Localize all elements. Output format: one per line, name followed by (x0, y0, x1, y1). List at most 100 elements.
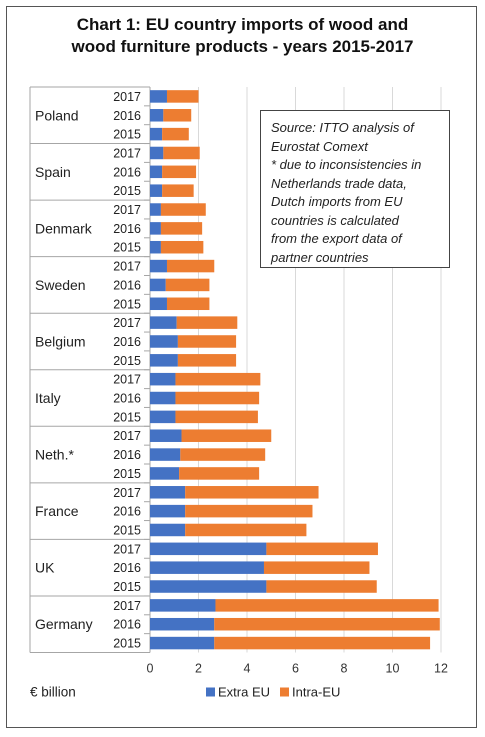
year-label: 2017 (113, 542, 141, 556)
country-label: Belgium (35, 333, 86, 349)
bar-extra-eu (150, 165, 163, 179)
bar-intra-eu (185, 504, 313, 518)
bar-extra-eu (150, 504, 186, 518)
bar-intra-eu (175, 410, 258, 424)
bar-extra-eu (150, 448, 181, 461)
year-label: 2016 (113, 278, 141, 292)
year-label: 2017 (113, 260, 141, 274)
year-label: 2017 (113, 373, 141, 387)
bar-extra-eu (150, 617, 215, 631)
chart-title-line-1: Chart 1: EU country imports of wood and (76, 15, 409, 34)
bar-intra-eu (215, 599, 439, 612)
bar-intra-eu (165, 278, 210, 292)
bar-extra-eu (150, 146, 164, 160)
bar-intra-eu (175, 391, 260, 405)
bar-intra-eu (179, 467, 260, 480)
x-tick-label: 8 (341, 662, 348, 676)
year-label: 2017 (113, 90, 141, 104)
year-label: 2016 (113, 561, 141, 575)
year-label: 2017 (113, 146, 141, 160)
year-label: 2017 (113, 203, 141, 217)
x-tick-label: 12 (434, 662, 448, 676)
bar-intra-eu (163, 146, 200, 160)
legend-label: Intra-EU (292, 685, 340, 700)
x-tick-label: 10 (386, 662, 400, 676)
x-tick-label: 6 (292, 662, 299, 676)
bar-extra-eu (150, 467, 180, 480)
source-note: Source: ITTO analysis of Eurostat Comext… (260, 110, 450, 268)
bar-extra-eu (150, 580, 267, 593)
x-tick-label: 4 (244, 662, 251, 676)
year-label: 2015 (113, 637, 141, 651)
country-label: UK (35, 560, 55, 576)
x-axis-label: € billion (30, 685, 76, 700)
bar-intra-eu (185, 523, 307, 537)
year-label: 2017 (113, 599, 141, 613)
bar-extra-eu (150, 184, 163, 197)
bar-extra-eu (150, 240, 161, 254)
bar-intra-eu (177, 335, 237, 348)
year-label: 2015 (113, 184, 141, 198)
year-label: 2016 (113, 505, 141, 519)
bar-intra-eu (177, 354, 237, 367)
bar-extra-eu (150, 278, 166, 292)
bar-intra-eu (180, 448, 266, 461)
bar-intra-eu (166, 297, 210, 311)
bar-intra-eu (162, 184, 194, 197)
year-label: 2016 (113, 165, 141, 179)
bar-extra-eu (150, 354, 178, 367)
year-label: 2015 (113, 297, 141, 311)
bar-intra-eu (266, 542, 378, 556)
bar-intra-eu (160, 203, 206, 216)
bar-extra-eu (150, 316, 177, 329)
year-label: 2016 (113, 448, 141, 462)
year-label: 2016 (113, 335, 141, 349)
note-line: Dutch imports from EU (271, 194, 403, 209)
year-label: 2017 (113, 316, 141, 330)
chart-title: Chart 1: EU country imports of wood and … (0, 14, 485, 58)
chart-title-line-2: wood furniture products - years 2015-201… (71, 37, 414, 56)
country-label: Italy (35, 390, 61, 406)
bar-extra-eu (150, 259, 167, 273)
year-label: 2017 (113, 429, 141, 443)
bar-intra-eu (185, 486, 319, 499)
year-label: 2015 (113, 410, 141, 424)
note-line: Netherlands trade data, (271, 175, 407, 191)
bar-extra-eu (150, 335, 178, 348)
year-label: 2015 (113, 523, 141, 537)
country-label: Germany (35, 616, 93, 632)
bar-extra-eu (150, 599, 216, 612)
legend-label: Extra EU (218, 685, 270, 700)
bar-extra-eu (150, 297, 167, 311)
note-line: from the export data of (271, 231, 402, 246)
bar-extra-eu (150, 90, 167, 103)
country-label: Neth.* (35, 447, 74, 463)
year-label: 2016 (113, 222, 141, 236)
bar-intra-eu (266, 580, 377, 593)
bar-extra-eu (150, 391, 176, 405)
bar-intra-eu (166, 90, 199, 103)
note-line: Source: ITTO analysis of (271, 120, 414, 135)
country-label: Denmark (35, 220, 93, 236)
bar-extra-eu (150, 372, 176, 386)
bar-extra-eu (150, 523, 186, 537)
x-tick-label: 0 (147, 662, 154, 676)
bar-extra-eu (150, 561, 264, 574)
note-line: partner countries (271, 249, 369, 265)
year-label: 2016 (113, 392, 141, 406)
bar-extra-eu (150, 109, 164, 122)
x-tick-label: 2 (195, 662, 202, 676)
year-label: 2015 (113, 241, 141, 255)
country-label: Poland (35, 107, 79, 123)
year-label: 2016 (113, 618, 141, 632)
note-line: * due to inconsistencies in (271, 157, 422, 172)
bar-intra-eu (263, 561, 370, 574)
bar-extra-eu (150, 222, 161, 235)
legend-swatch (206, 687, 215, 697)
bar-intra-eu (175, 372, 261, 386)
country-label: France (35, 503, 79, 519)
legend-swatch (280, 687, 289, 697)
year-label: 2015 (113, 580, 141, 594)
bar-extra-eu (150, 429, 182, 442)
